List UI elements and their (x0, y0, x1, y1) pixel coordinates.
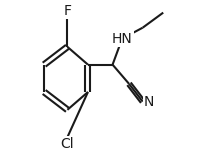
Text: N: N (144, 95, 154, 109)
Text: HN: HN (112, 32, 132, 46)
Text: F: F (63, 4, 71, 18)
Text: Cl: Cl (61, 137, 74, 151)
